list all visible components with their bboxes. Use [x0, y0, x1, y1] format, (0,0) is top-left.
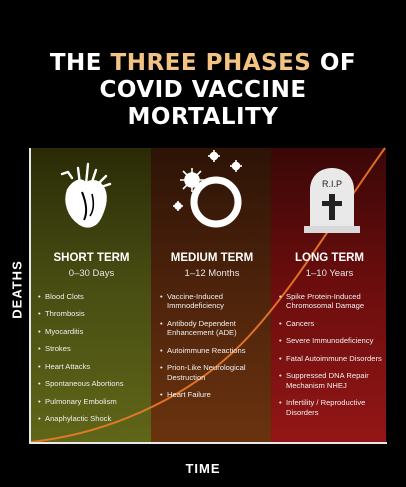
- long-term-heading: LONG TERM: [295, 252, 364, 264]
- medium-term-range: 1–12 Months: [184, 268, 240, 279]
- long-term-list: Spike Protein-Induced Chromosomal Damage…: [279, 292, 385, 425]
- tombstone-icon: R.I.P: [304, 168, 360, 233]
- list-item: Pulmonary Embolism: [38, 397, 150, 407]
- list-item: Severe Immunodeficiency: [279, 336, 385, 346]
- virus-ring-icon: [173, 150, 242, 228]
- list-item: Spontaneous Abortions: [38, 379, 150, 389]
- medium-term-heading: MEDIUM TERM: [170, 252, 254, 264]
- anatomical-heart-icon: [60, 162, 112, 228]
- list-item: Myocarditis: [38, 327, 150, 337]
- title-line-1: THE THREE PHASES OF: [0, 50, 406, 76]
- list-item: Strokes: [38, 344, 150, 354]
- y-axis-label: DEATHS: [9, 260, 25, 319]
- list-item: Antibody Dependent Enhancement (ADE): [160, 319, 268, 338]
- title-accent: THREE PHASES: [110, 50, 312, 76]
- y-axis: [29, 148, 31, 444]
- list-item: Thrombosis: [38, 309, 150, 319]
- medium-term-list: Vaccine-Induced Immnodeficiency Antibody…: [160, 292, 268, 408]
- list-item: Heart Failure: [160, 390, 268, 400]
- title-line-3: MORTALITY: [127, 104, 279, 130]
- short-term-heading: SHORT TERM: [53, 252, 130, 264]
- x-axis: [29, 442, 387, 444]
- list-item: Cancers: [279, 319, 385, 329]
- x-axis-label: TIME: [185, 461, 221, 476]
- list-item: Fatal Autoimmune Disorders: [279, 354, 385, 364]
- short-term-list: Blood Clots Thrombosis Myocarditis Strok…: [38, 292, 150, 432]
- list-item: Anaphylactic Shock: [38, 414, 150, 424]
- list-item: Spike Protein-Induced Chromosomal Damage: [279, 292, 385, 311]
- list-item: Heart Attacks: [38, 362, 150, 372]
- title-line-2: COVID VACCINE: [99, 77, 307, 103]
- list-item: Autoimmune Reactions: [160, 346, 268, 356]
- short-term-range: 0–30 Days: [68, 268, 115, 279]
- list-item: Suppressed DNA Repair Mechanism NHEJ: [279, 371, 385, 390]
- list-item: Vaccine-Induced Immnodeficiency: [160, 292, 268, 311]
- list-item: Prion-Like Neurological Destruction: [160, 363, 268, 382]
- title-post: OF: [319, 50, 357, 76]
- list-item: Blood Clots: [38, 292, 150, 302]
- list-item: Infertility / Reproductive Disorders: [279, 398, 385, 417]
- long-term-range: 1–10 Years: [305, 268, 354, 279]
- title-pre: THE: [49, 50, 103, 76]
- tombstone-text: R.I.P: [322, 179, 342, 189]
